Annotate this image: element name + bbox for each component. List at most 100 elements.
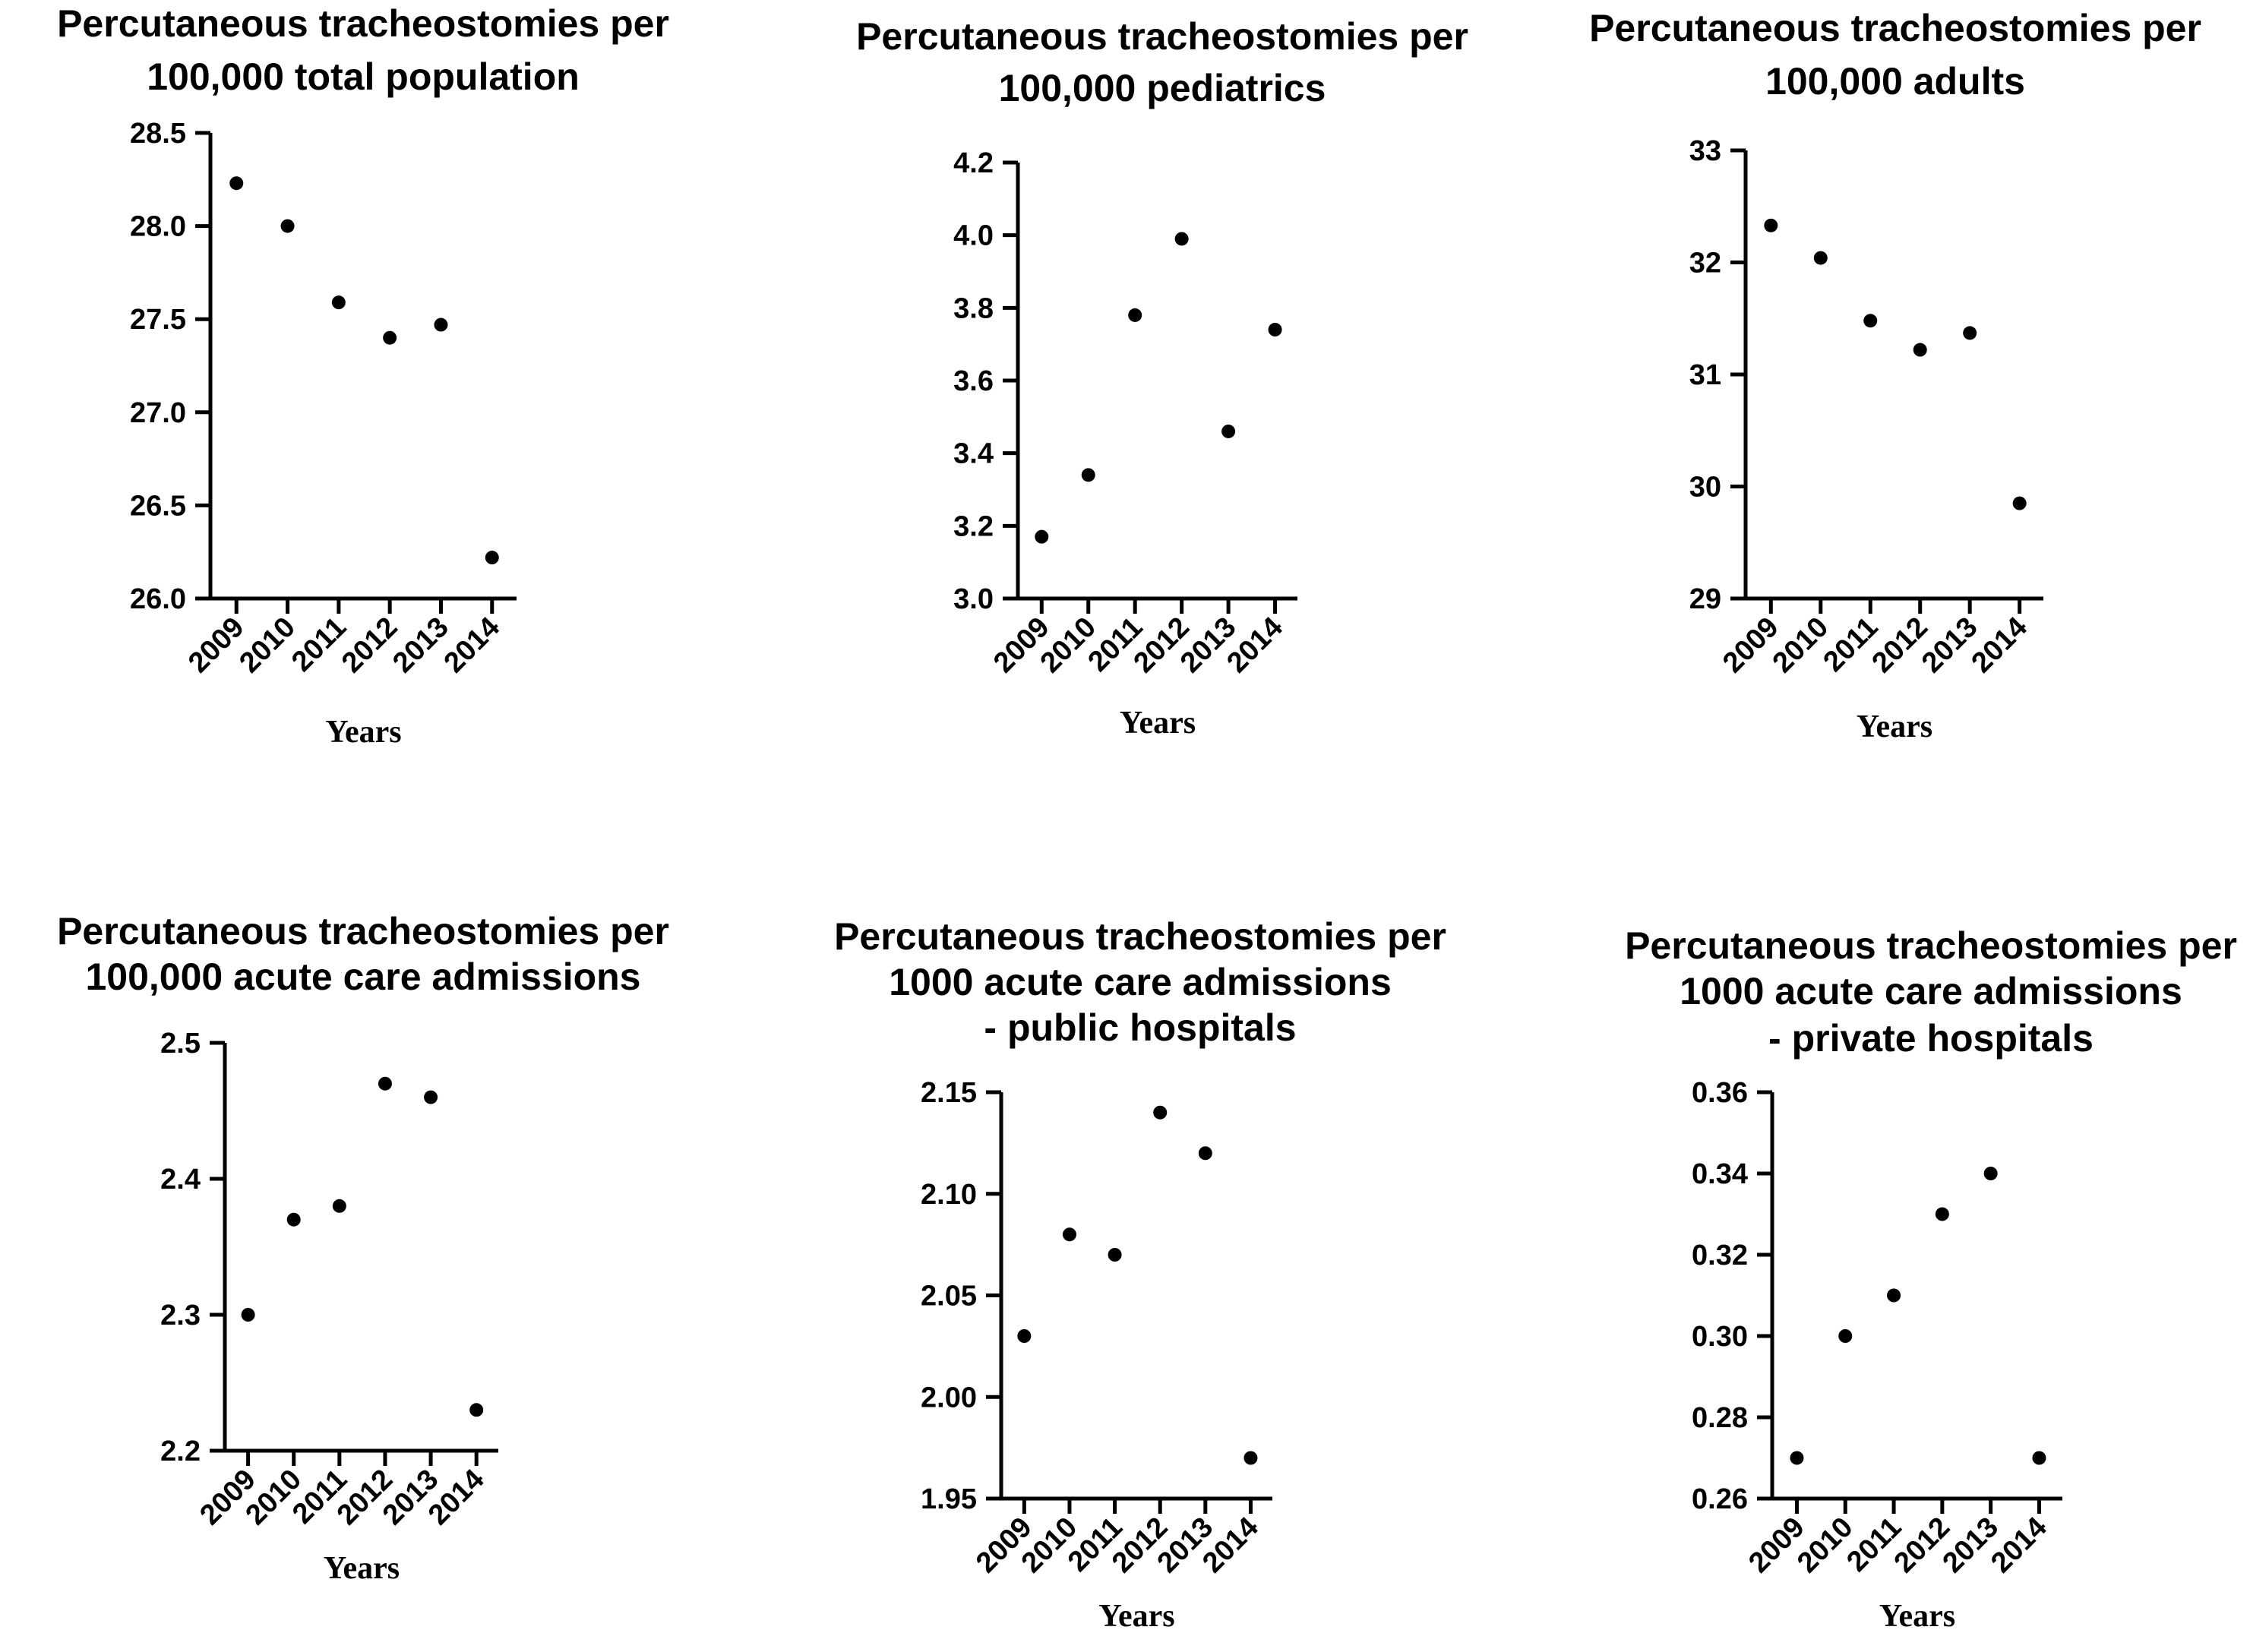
data-point-2013 (1198, 1146, 1212, 1161)
y-tick-label: 0.32 (1692, 1240, 1748, 1271)
y-tick-label: 3.2 (953, 510, 994, 542)
y-tick-label: 26.5 (130, 490, 186, 522)
x-tick-label: 2013 (1937, 1511, 2005, 1579)
data-point-2010 (1813, 251, 1828, 265)
y-tick-label: 0.34 (1692, 1158, 1748, 1190)
data-point-2009 (229, 176, 244, 191)
data-point-2014 (485, 551, 499, 565)
y-tick-label: 4.0 (953, 220, 994, 252)
y-tick-label: 27.5 (130, 304, 186, 336)
chart-title-line: 100,000 total population (147, 55, 580, 98)
chart-title-line: 1000 acute care admissions (889, 961, 1392, 1003)
x-axis-title: Years (1857, 709, 1932, 744)
y-tick-label: 0.36 (1692, 1077, 1748, 1109)
y-tick-label: 2.4 (160, 1164, 201, 1196)
data-point-2013 (1221, 424, 1236, 438)
data-point-2011 (332, 1199, 346, 1213)
x-tick-label: 2012 (336, 611, 403, 679)
x-tick-label: 2013 (1916, 611, 1983, 679)
x-tick-label: 2012 (1866, 611, 1934, 679)
data-point-2009 (1017, 1329, 1032, 1343)
y-tick-label: 28.5 (130, 118, 186, 150)
data-point-2013 (1983, 1167, 1998, 1180)
x-tick-label: 2011 (1818, 611, 1885, 678)
chart-title-line: 100,000 adults (1765, 60, 2025, 103)
data-point-2009 (1790, 1451, 1804, 1465)
y-tick-label: 26.0 (130, 583, 186, 615)
data-point-2014 (1268, 323, 1282, 337)
x-tick-label: 2014 (1985, 1511, 2052, 1579)
x-axis-title: Years (325, 715, 401, 750)
data-point-2014 (2012, 496, 2027, 510)
data-point-2013 (434, 317, 448, 332)
y-tick-label: 4.2 (953, 147, 994, 179)
chart-panel-1: Percutaneous tracheostomies per 100,000 t… (57, 2, 669, 750)
data-point-2013 (1963, 326, 1977, 340)
data-point-2010 (280, 219, 295, 233)
x-tick-label: 2014 (1966, 611, 2034, 679)
data-point-2012 (1174, 232, 1189, 246)
data-point-2012 (1153, 1105, 1168, 1120)
x-tick-label: 2010 (1791, 1511, 1859, 1579)
y-tick-label: 0.30 (1692, 1321, 1748, 1353)
data-point-2011 (1887, 1288, 1901, 1303)
chart-title-line: Percutaneous tracheostomies per (856, 15, 1468, 58)
data-point-2012 (378, 1076, 392, 1091)
data-point-2012 (1913, 343, 1927, 357)
x-tick-label: 2014 (438, 611, 506, 679)
x-tick-label: 2012 (1888, 1511, 1956, 1579)
y-tick-label: 3.6 (953, 365, 994, 397)
y-tick-label: 29 (1689, 583, 1721, 615)
chart-title-line: - private hospitals (1768, 1017, 2094, 1060)
x-axis-title: Years (324, 1551, 400, 1586)
y-tick-label: 2.05 (921, 1281, 977, 1312)
y-tick-label: 30 (1689, 472, 1721, 504)
y-tick-label: 0.26 (1692, 1483, 1748, 1515)
y-tick-label: 33 (1689, 135, 1721, 167)
data-point-2010 (1838, 1329, 1853, 1343)
y-tick-label: 32 (1689, 248, 1721, 280)
x-tick-label: 2014 (1221, 611, 1288, 679)
chart-title-line: Percutaneous tracheostomies per (57, 2, 669, 45)
y-tick-label: 3.4 (953, 438, 994, 470)
x-axis-title: Years (1120, 706, 1196, 741)
x-tick-label: 2010 (1767, 611, 1834, 679)
y-tick-label: 2.3 (160, 1300, 201, 1331)
data-point-2012 (1935, 1207, 1949, 1221)
y-tick-label: 0.28 (1692, 1402, 1748, 1434)
y-tick-label: 28.0 (130, 211, 186, 243)
x-tick-label: 2013 (387, 611, 454, 679)
y-tick-label: 1.95 (921, 1483, 977, 1515)
x-tick-label: 2009 (1743, 1511, 1810, 1579)
data-point-2011 (1128, 308, 1142, 322)
data-point-2012 (383, 330, 397, 345)
chart-panel-2: Percutaneous tracheostomies per 100,000 p… (856, 15, 1468, 741)
y-tick-label: 2.15 (921, 1077, 977, 1109)
y-tick-label: 31 (1689, 359, 1721, 391)
data-point-2011 (1863, 314, 1878, 328)
y-tick-label: 2.5 (160, 1028, 201, 1060)
chart-panel-3: Percutaneous tracheostomies per 100,000 a… (1589, 7, 2201, 744)
data-point-2014 (2032, 1451, 2046, 1465)
y-tick-label: 3.0 (953, 583, 994, 615)
chart-title-line: Percutaneous tracheostomies per (834, 915, 1446, 958)
y-tick-label: 2.10 (921, 1179, 977, 1211)
data-point-2011 (1108, 1248, 1122, 1262)
y-tick-label: 3.8 (953, 292, 994, 324)
data-point-2014 (469, 1403, 484, 1417)
data-point-2014 (1244, 1451, 1258, 1465)
data-point-2009 (1035, 529, 1049, 544)
y-tick-label: 2.00 (921, 1382, 977, 1414)
data-point-2010 (1081, 468, 1095, 482)
x-tick-label: 2011 (286, 611, 352, 678)
chart-title-line: - public hospitals (984, 1006, 1296, 1049)
x-axis-title: Years (1879, 1599, 1955, 1634)
x-axis-title: Years (1098, 1599, 1174, 1634)
chart-title-line: Percutaneous tracheostomies per (1625, 924, 2237, 967)
chart-title-line: Percutaneous tracheostomies per (1589, 7, 2201, 49)
y-tick-label: 2.2 (160, 1436, 201, 1467)
data-point-2009 (241, 1308, 255, 1322)
